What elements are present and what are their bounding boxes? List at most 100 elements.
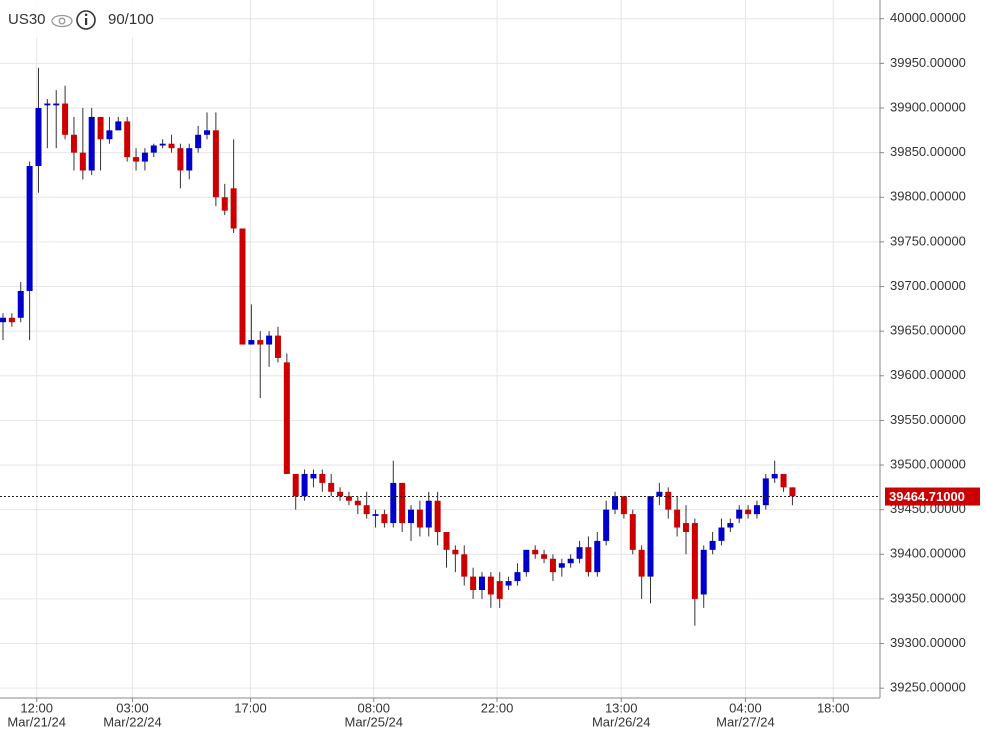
- candle-body: [195, 134, 202, 149]
- candle-body: [337, 491, 344, 497]
- candle-body: [62, 103, 69, 135]
- candle-body: [620, 496, 627, 515]
- candle-body: [682, 523, 689, 532]
- y-tick-label: 39400.00000: [890, 546, 966, 561]
- candle-body: [470, 576, 477, 590]
- candle-body: [204, 130, 211, 135]
- candle-body: [70, 134, 77, 153]
- candle-body: [425, 500, 432, 528]
- candle-body: [727, 523, 734, 528]
- candle-body: [159, 143, 166, 146]
- y-tick-label: 39500.00000: [890, 456, 966, 471]
- candles: [0, 67, 796, 626]
- candle-body: [283, 362, 290, 474]
- candle-body: [372, 514, 379, 516]
- x-tick-label: 18:00: [817, 700, 850, 715]
- candle-body: [168, 143, 175, 149]
- y-tick-label: 39900.00000: [890, 99, 966, 114]
- candle-body: [408, 509, 415, 524]
- x-tick-label: 17:00: [234, 700, 267, 715]
- x-tick-date: Mar/26/24: [592, 714, 651, 729]
- y-tick-label: 39950.00000: [890, 55, 966, 70]
- candle-body: [239, 228, 246, 345]
- y-tick-label: 39800.00000: [890, 189, 966, 204]
- candle-body: [496, 581, 503, 599]
- info-icon[interactable]: [76, 10, 96, 30]
- candle-body: [612, 496, 619, 510]
- candle-body: [443, 531, 450, 550]
- x-tick-label: 08:00: [357, 700, 390, 715]
- grid: [0, 0, 880, 698]
- candle-body: [310, 473, 317, 479]
- y-tick-label: 39250.00000: [890, 680, 966, 695]
- candle-body: [416, 509, 423, 528]
- candle-body: [97, 116, 104, 140]
- candle-body: [603, 509, 610, 541]
- candle-body: [647, 496, 654, 577]
- candle-body: [292, 473, 299, 497]
- x-tick-label: 03:00: [116, 700, 149, 715]
- candle-body: [35, 108, 42, 167]
- x-tick-label: 22:00: [481, 700, 514, 715]
- x-tick-label: 12:00: [20, 700, 53, 715]
- y-tick-label: 39750.00000: [890, 233, 966, 248]
- candle-body: [115, 121, 122, 131]
- candle-body: [230, 188, 237, 229]
- candle-body: [381, 514, 388, 524]
- candle-body: [274, 335, 281, 358]
- candle-body: [345, 496, 352, 501]
- candle-body: [478, 576, 485, 590]
- y-tick-label: 39550.00000: [890, 412, 966, 427]
- candle-body: [736, 509, 743, 519]
- rating: 90/100: [108, 11, 154, 28]
- candle-body: [53, 103, 60, 106]
- y-tick-label: 39300.00000: [890, 635, 966, 650]
- candle-body: [212, 130, 219, 198]
- candle-body: [558, 563, 565, 568]
- y-tick-label: 39350.00000: [890, 590, 966, 605]
- candle-body: [745, 509, 752, 515]
- candle-body: [257, 340, 264, 345]
- last-price-box: [885, 487, 980, 506]
- candle-body: [363, 505, 370, 515]
- candle-body: [487, 576, 494, 595]
- y-tick-label: 39700.00000: [890, 278, 966, 293]
- candle-body: [88, 116, 95, 171]
- candle-body: [319, 473, 326, 483]
- candle-body: [674, 509, 681, 528]
- x-tick-date: Mar/27/24: [716, 714, 775, 729]
- candle-body: [594, 540, 601, 573]
- candle-body: [718, 527, 725, 541]
- candle-body: [301, 473, 308, 497]
- y-tick-label: 39600.00000: [890, 367, 966, 382]
- candle-body: [656, 491, 663, 497]
- x-tick-date: Mar/21/24: [7, 714, 66, 729]
- candle-body: [17, 290, 24, 318]
- candle-body: [523, 549, 530, 573]
- candle-body: [141, 152, 148, 162]
- candle-body: [665, 491, 672, 510]
- candle-body: [26, 166, 33, 291]
- candle-body: [461, 554, 468, 577]
- candle-body: [505, 581, 512, 586]
- y-tick-label: 39850.00000: [890, 144, 966, 159]
- candle-body: [354, 500, 361, 506]
- candle-body: [762, 478, 769, 506]
- candle-body: [79, 152, 86, 171]
- x-tick-label: 04:00: [729, 700, 762, 715]
- candle-body: [691, 523, 698, 599]
- header-bg: [0, 0, 160, 38]
- candle-body: [266, 335, 273, 345]
- y-tick-label: 39650.00000: [890, 323, 966, 338]
- candle-body: [248, 340, 255, 345]
- candle-body: [452, 549, 459, 555]
- candle-body: [585, 547, 592, 573]
- candle-body: [390, 482, 397, 524]
- candle-body: [780, 473, 787, 488]
- candle-body: [567, 558, 574, 564]
- candle-body: [0, 317, 6, 323]
- candle-body: [221, 197, 228, 211]
- candle-body: [629, 514, 636, 550]
- eye-icon[interactable]: [51, 14, 73, 28]
